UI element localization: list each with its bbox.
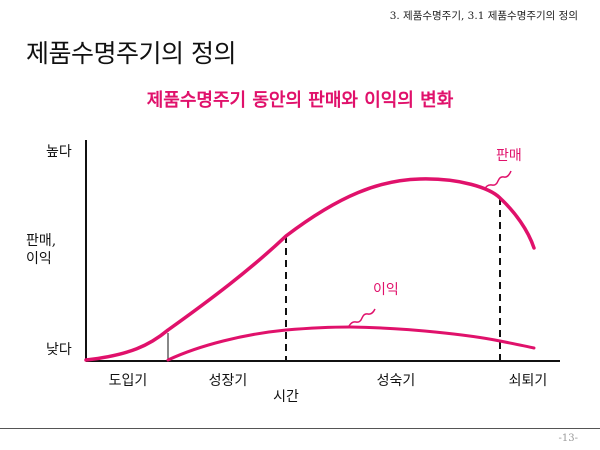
- stage-label-growth: 성장기: [208, 373, 248, 389]
- profit-leader-squiggle: [348, 308, 376, 327]
- y-axis-low-label: 낮다: [46, 342, 72, 358]
- x-axis-title: 시간: [273, 389, 299, 405]
- header-caption: 3. 제품수명주기, 3.1 제품수명주기의 정의: [389, 10, 578, 22]
- sales-curve-label: 판매: [496, 148, 522, 164]
- y-axis-title-line1: 판매,: [26, 233, 57, 249]
- stage-label-decline: 쇠퇴기: [508, 373, 548, 389]
- page-number: -13-: [558, 433, 578, 444]
- sales-curve: [84, 177, 536, 362]
- y-axis-title-line2: 이익: [26, 251, 52, 267]
- footer-divider: [0, 428, 600, 429]
- profit-curve-label: 이익: [373, 282, 399, 298]
- sales-leader-squiggle: [483, 170, 512, 191]
- profit-curve: [166, 325, 536, 362]
- diagram-title: 제품수명주기 동안의 판매와 이익의 변화: [146, 90, 454, 111]
- stage-label-introduction: 도입기: [108, 373, 148, 389]
- slide-title: 제품수명주기의 정의: [26, 39, 236, 68]
- y-axis-high-label: 높다: [46, 144, 72, 160]
- stage-label-maturity: 성숙기: [376, 373, 416, 389]
